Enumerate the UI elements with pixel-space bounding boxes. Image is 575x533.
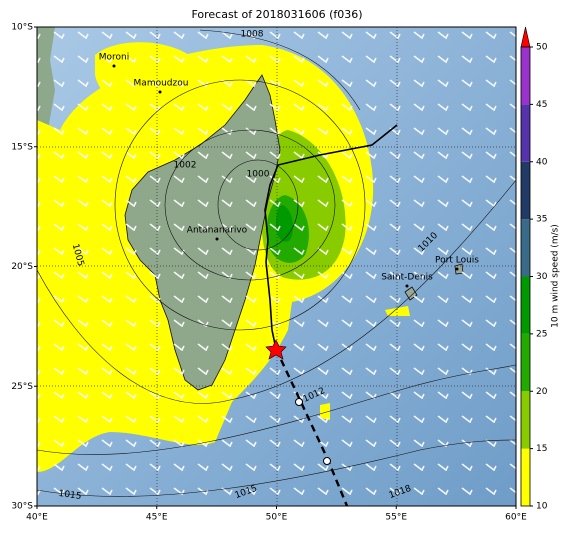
isobar — [199, 29, 361, 111]
isobar — [217, 159, 299, 251]
map: Moroni Mamoudzou Antananarivo Saint-Deni… — [37, 27, 516, 506]
place-label: Antananarivo — [187, 226, 248, 236]
lat-tick-label: 15°S — [11, 142, 33, 152]
colorbar-segment — [521, 219, 530, 277]
lon-tick-label: 45°E — [146, 513, 168, 523]
colorbar-segment — [521, 448, 530, 506]
isobar — [37, 364, 516, 455]
colorbar-tick-label: 25 — [536, 329, 547, 339]
colorbar-segment — [521, 333, 530, 392]
forecast-point — [295, 398, 303, 406]
colorbar-segment — [521, 47, 530, 105]
colorbar-segment — [521, 104, 530, 162]
colorbar-label: 10 m wind speed (m/s) — [551, 224, 561, 328]
colorbar-tick-label: 40 — [536, 157, 548, 167]
place-dot — [405, 284, 409, 288]
place-label: Port Louis — [435, 256, 479, 266]
track-forecast — [274, 348, 349, 506]
isobar-label: 1000 — [247, 170, 270, 180]
isobar — [164, 129, 336, 281]
place-dot — [215, 237, 219, 241]
colorbar-tick-label: 30 — [536, 272, 548, 282]
isobars — [37, 29, 516, 497]
colorbar-tick-label: 35 — [536, 215, 547, 225]
lon-tick-label: 40°E — [26, 513, 48, 523]
lon-tick-label: 60°E — [505, 513, 527, 523]
place-label: Mamoudzou — [134, 79, 189, 89]
place-dot — [158, 90, 162, 94]
forecast-point — [323, 457, 331, 465]
colorbar-tick-label: 15 — [536, 444, 547, 454]
place-dot — [112, 64, 116, 68]
isobar-label: 1002 — [174, 161, 197, 171]
isobar — [37, 179, 516, 404]
colorbar-segment — [521, 276, 530, 334]
isobar-label: 1008 — [241, 30, 264, 40]
lat-tick-label: 25°S — [11, 382, 33, 392]
lat-tick-label: 30°S — [11, 502, 33, 512]
title: Forecast of 2018031606 (f036) — [191, 8, 362, 21]
colorbar-tick-label: 50 — [536, 43, 548, 53]
lon-tick-label: 50°E — [266, 513, 288, 523]
colorbar-segment — [521, 391, 530, 449]
isobar — [37, 439, 516, 497]
place-dots — [112, 64, 459, 288]
lat-tick-label: 10°S — [11, 23, 33, 33]
lon-tick-label: 55°E — [385, 513, 407, 523]
colorbar-tick-label: 20 — [536, 387, 548, 397]
track-past — [264, 124, 398, 350]
lat-tick-label: 20°S — [11, 262, 33, 272]
wind-barbs — [37, 27, 516, 506]
colorbar-tick-label: 45 — [536, 100, 547, 110]
isobar-label: 1015 — [58, 489, 82, 502]
isobar — [114, 79, 366, 331]
colorbar-tick-label: 10 — [536, 502, 548, 512]
colorbar-segment — [521, 161, 530, 220]
place-label: Moroni — [99, 53, 130, 63]
place-label: Saint-Denis — [381, 273, 433, 283]
colorbar-extend — [520, 26, 531, 48]
storm-position — [265, 339, 287, 360]
place-dot — [455, 267, 459, 271]
